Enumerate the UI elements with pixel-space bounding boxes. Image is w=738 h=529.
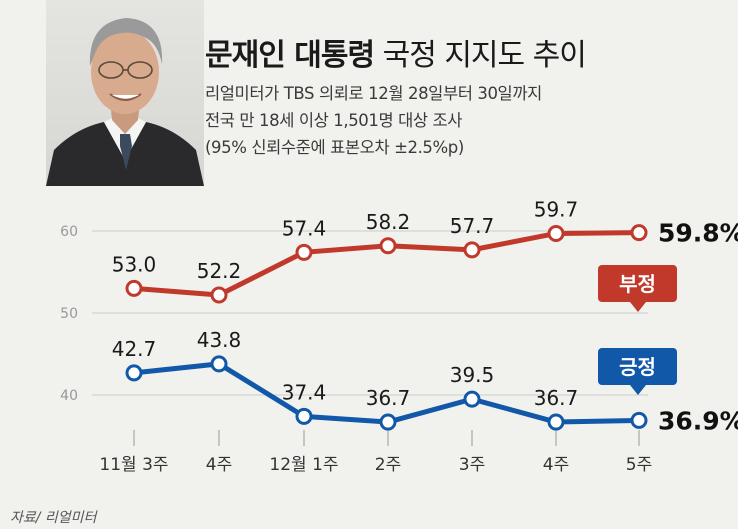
x-tick-label: 4주 bbox=[206, 455, 232, 475]
positive-point bbox=[379, 413, 397, 431]
negative-point bbox=[379, 237, 397, 255]
title-block: 문재인 대통령 국정 지지도 추이 리얼미터가 TBS 의뢰로 12월 28일부… bbox=[205, 38, 725, 161]
negative-point bbox=[125, 279, 143, 297]
negative-point bbox=[547, 224, 565, 242]
y-tick-label: 40 bbox=[60, 388, 78, 404]
negative-last-value-label: 59.8% bbox=[658, 219, 738, 248]
negative-data-label: 59.7 bbox=[534, 197, 579, 221]
positive-legend-tag bbox=[598, 348, 677, 385]
positive-last-value-label: 36.9% bbox=[658, 406, 738, 435]
negative-data-label: 57.4 bbox=[282, 216, 327, 240]
positive-legend-label: 긍정 bbox=[619, 355, 656, 379]
x-tick-label: 12월 1주 bbox=[269, 455, 338, 475]
positive-point bbox=[463, 390, 481, 408]
positive-point bbox=[630, 411, 648, 429]
positive-data-label: 39.5 bbox=[450, 363, 495, 387]
positive-data-label: 43.8 bbox=[197, 328, 242, 352]
x-tick-label: 2주 bbox=[375, 455, 401, 475]
title-light: 국정 지지도 추이 bbox=[382, 38, 587, 73]
y-tick-label: 60 bbox=[60, 224, 78, 240]
positive-point bbox=[210, 355, 228, 373]
subtitle-line-1: 리얼미터가 TBS 의뢰로 12월 28일부터 30일까지 bbox=[205, 84, 542, 103]
x-tick-label: 4주 bbox=[543, 455, 569, 475]
x-tick-label: 5주 bbox=[626, 455, 652, 475]
negative-legend-tag bbox=[598, 265, 677, 302]
x-tick-label: 11월 3주 bbox=[99, 455, 168, 475]
subtitle-line-3: (95% 신뢰수준에 표본오차 ±2.5%p) bbox=[205, 138, 464, 157]
negative-data-label: 58.2 bbox=[366, 210, 411, 234]
subtitle: 리얼미터가 TBS 의뢰로 12월 28일부터 30일까지 전국 만 18세 이… bbox=[205, 80, 725, 161]
positive-legend-pointer bbox=[630, 385, 646, 395]
positive-data-label: 36.7 bbox=[534, 386, 579, 410]
chart-title: 문재인 대통령 국정 지지도 추이 bbox=[205, 38, 725, 74]
negative-data-label: 57.7 bbox=[450, 214, 495, 238]
negative-point bbox=[210, 286, 228, 304]
negative-legend-pointer bbox=[630, 302, 646, 312]
positive-data-label: 42.7 bbox=[112, 337, 157, 361]
negative-point bbox=[630, 224, 648, 242]
positive-point bbox=[547, 413, 565, 431]
negative-data-label: 52.2 bbox=[197, 259, 242, 283]
positive-point bbox=[125, 364, 143, 382]
positive-data-label: 37.4 bbox=[282, 380, 327, 404]
subtitle-line-2: 전국 만 18세 이상 1,501명 대상 조사 bbox=[205, 111, 463, 130]
positive-data-label: 36.7 bbox=[366, 386, 411, 410]
negative-data-label: 53.0 bbox=[112, 252, 157, 276]
president-portrait bbox=[46, 0, 204, 186]
source-note: 자료/ 리얼미터 bbox=[10, 510, 97, 526]
x-tick-label: 3주 bbox=[459, 455, 485, 475]
negative-point bbox=[295, 243, 313, 261]
negative-point bbox=[463, 241, 481, 259]
negative-legend-label: 부정 bbox=[619, 272, 656, 296]
positive-point bbox=[295, 407, 313, 425]
y-tick-label: 50 bbox=[60, 306, 78, 322]
title-bold: 문재인 대통령 bbox=[205, 38, 375, 73]
